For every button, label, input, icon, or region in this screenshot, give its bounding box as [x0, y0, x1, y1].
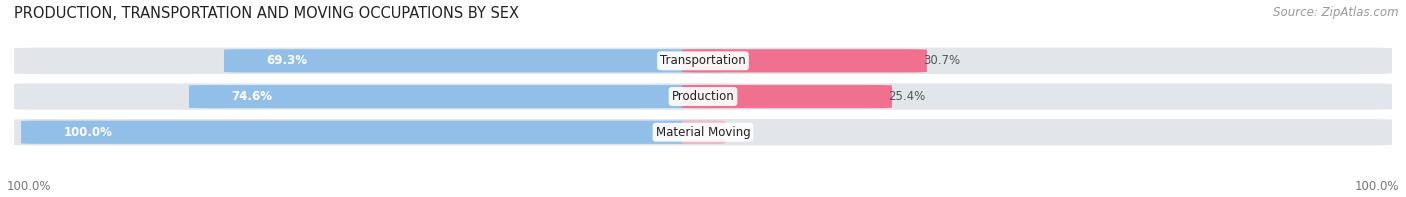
FancyBboxPatch shape	[682, 49, 927, 72]
Text: 100.0%: 100.0%	[7, 180, 52, 193]
FancyBboxPatch shape	[14, 83, 1392, 110]
FancyBboxPatch shape	[224, 49, 724, 72]
FancyBboxPatch shape	[14, 48, 1392, 74]
Text: 100.0%: 100.0%	[63, 126, 112, 139]
Text: 0.0%: 0.0%	[720, 126, 749, 139]
FancyBboxPatch shape	[682, 121, 725, 144]
FancyBboxPatch shape	[21, 121, 724, 144]
Text: PRODUCTION, TRANSPORTATION AND MOVING OCCUPATIONS BY SEX: PRODUCTION, TRANSPORTATION AND MOVING OC…	[14, 6, 519, 21]
Text: 69.3%: 69.3%	[266, 54, 307, 67]
Text: 25.4%: 25.4%	[887, 90, 925, 103]
FancyBboxPatch shape	[14, 119, 1392, 145]
FancyBboxPatch shape	[682, 85, 891, 108]
Text: Material Moving: Material Moving	[655, 126, 751, 139]
Text: Production: Production	[672, 90, 734, 103]
FancyBboxPatch shape	[188, 85, 724, 108]
Text: 30.7%: 30.7%	[922, 54, 960, 67]
Text: 74.6%: 74.6%	[231, 90, 273, 103]
Text: Transportation: Transportation	[661, 54, 745, 67]
Text: Source: ZipAtlas.com: Source: ZipAtlas.com	[1274, 6, 1399, 19]
Text: 100.0%: 100.0%	[1354, 180, 1399, 193]
